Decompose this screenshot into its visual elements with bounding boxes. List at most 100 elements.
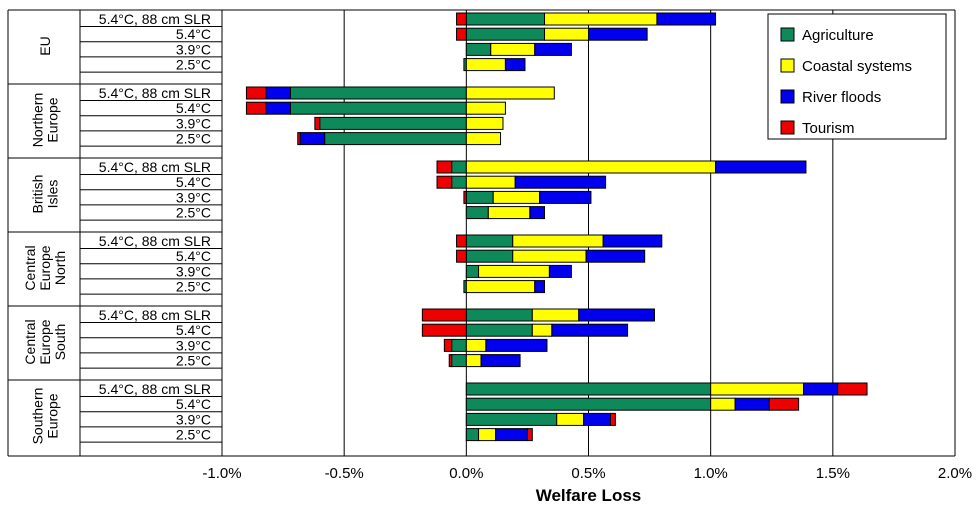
bar-segment [485, 338, 548, 352]
bar-segment [451, 175, 467, 189]
scenario-label: 5.4°C, 88 cm SLR [99, 159, 211, 175]
scenario-label: 5.4°C [176, 26, 211, 42]
scenario-label: 2.5°C [176, 427, 211, 443]
bar-segment [551, 323, 629, 337]
bar-segment [456, 12, 467, 26]
bar-segment [556, 412, 585, 426]
scenario-label: 5.4°C, 88 cm SLR [99, 233, 211, 249]
bar-segment [465, 397, 712, 411]
bar-segment [803, 382, 839, 396]
scenario-label: 5.4°C, 88 cm SLR [99, 85, 211, 101]
scenario-label: 3.9°C [176, 189, 211, 205]
scenario-label: 2.5°C [176, 131, 211, 147]
scenario-label: 3.9°C [176, 411, 211, 427]
bar-segment [245, 101, 267, 115]
bar-segment [421, 323, 467, 337]
group-label: NorthernEurope [30, 93, 61, 147]
bar-segment [465, 86, 555, 100]
bar-segment [465, 249, 514, 263]
bar-segment [443, 338, 453, 352]
group-label: EU [37, 36, 53, 55]
bar-segment [465, 234, 514, 248]
scenario-label: 3.9°C [176, 115, 211, 131]
bar-segment [602, 234, 663, 248]
group-label-line: Europe [45, 97, 61, 142]
bar-segment [492, 190, 541, 204]
bar-segment [465, 264, 480, 278]
bar-segment [504, 58, 526, 72]
bar-segment [465, 338, 487, 352]
bar-segment [324, 132, 467, 146]
bar-segment [463, 190, 467, 204]
bar-segment [548, 264, 572, 278]
bar-segment [314, 116, 321, 130]
scenario-label: 5.4°C [176, 396, 211, 412]
bar-segment [487, 206, 531, 220]
x-axis-title: Welfare Loss [536, 486, 642, 505]
group-label-line: North [52, 251, 68, 285]
scenario-label: 3.9°C [176, 263, 211, 279]
bar-segment [465, 206, 489, 220]
x-tick-label: 1.5% [816, 465, 850, 482]
legend-swatch [780, 27, 795, 42]
bar-segment [837, 382, 868, 396]
group-label-line: Isles [45, 180, 61, 209]
bar-segment [534, 42, 572, 56]
scenario-label: 5.4°C, 88 cm SLR [99, 11, 211, 27]
group-label-line: Europe [37, 319, 53, 364]
scenario-label: 2.5°C [176, 353, 211, 369]
bar-segment [299, 132, 326, 146]
bar-segment [512, 249, 587, 263]
group-label-line: Europe [37, 245, 53, 290]
bar-segment [583, 412, 611, 426]
bar-segment [319, 116, 467, 130]
scenario-label: 5.4°C [176, 100, 211, 116]
bar-segment [514, 175, 607, 189]
scenario-label: 3.9°C [176, 337, 211, 353]
scenario-label: 3.9°C [176, 41, 211, 57]
bar-segment [656, 12, 717, 26]
group-label-line: EU [37, 36, 53, 55]
bar-segment [421, 308, 467, 322]
group-label-line: South [52, 324, 68, 361]
bar-segment [465, 280, 536, 294]
bar-segment [480, 354, 521, 368]
bar-segment [436, 160, 453, 174]
bar-segment [734, 397, 770, 411]
bar-segment [539, 190, 592, 204]
bar-segment [465, 412, 558, 426]
legend-entry: River floods [802, 89, 881, 106]
group-label: BritishIsles [30, 175, 61, 214]
group-label: CentralEuropeSouth [22, 319, 68, 364]
bar-segment [465, 175, 516, 189]
bar-segment [465, 132, 502, 146]
bar-segment [715, 160, 807, 174]
group-label: CentralEuropeNorth [22, 245, 68, 290]
bar-segment [768, 397, 800, 411]
bar-segment [289, 86, 467, 100]
bar-segment [448, 354, 453, 368]
bar-segment [456, 249, 467, 263]
bar-segment [478, 264, 550, 278]
bar-segment [436, 175, 453, 189]
bar-segment [710, 397, 736, 411]
bar-segment [465, 58, 506, 72]
bar-segment [609, 412, 616, 426]
group-label-line: British [30, 175, 46, 214]
bar-segment [534, 280, 546, 294]
bar-segment [451, 160, 467, 174]
bar-segment [529, 206, 546, 220]
bar-segment [465, 308, 533, 322]
bar-segment [265, 101, 291, 115]
bar-segment [478, 428, 497, 442]
bar-segment [490, 42, 536, 56]
x-tick-label: -1.0% [202, 465, 241, 482]
bar-segment [526, 428, 533, 442]
bar-segment [465, 190, 494, 204]
bar-segment [451, 338, 467, 352]
legend-entry: Coastal systems [802, 58, 912, 75]
group-label-line: Northern [30, 93, 46, 147]
bar-segment [465, 382, 712, 396]
bar-segment [544, 12, 658, 26]
